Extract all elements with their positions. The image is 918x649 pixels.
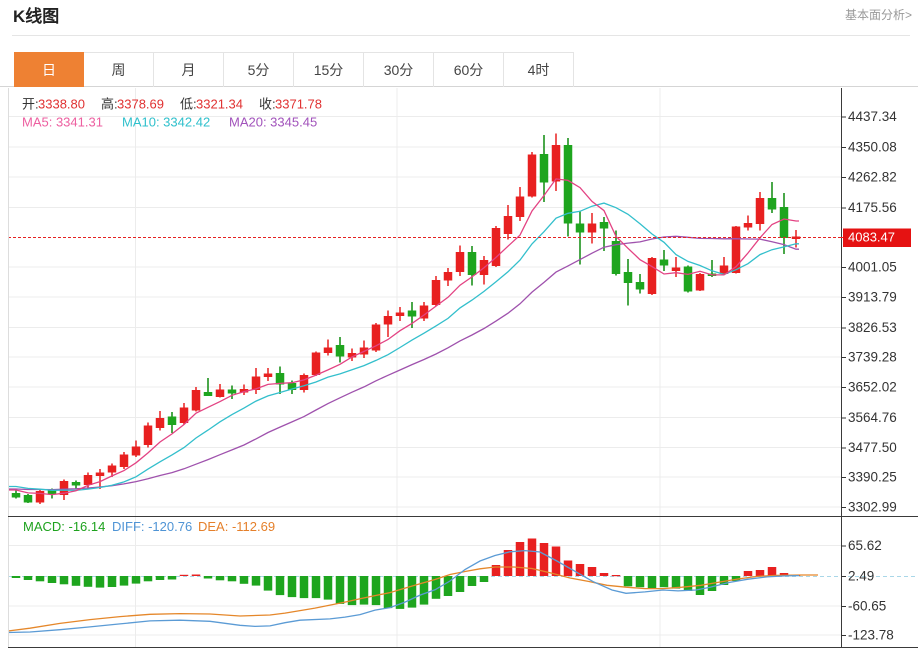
svg-text:65.62: 65.62 xyxy=(848,538,882,553)
svg-text:3652.02: 3652.02 xyxy=(848,380,897,395)
svg-text:4262.82: 4262.82 xyxy=(848,170,897,185)
svg-text:4083.47: 4083.47 xyxy=(848,230,895,245)
svg-text:开:3338.80高:3378.69低:3321.34收:3: 开:3338.80 高:3378.69 低:3321.34 收:3371.78 xyxy=(22,97,322,112)
svg-text:2.49: 2.49 xyxy=(848,569,874,584)
svg-text:3477.50: 3477.50 xyxy=(848,440,897,455)
svg-text:3390.25: 3390.25 xyxy=(848,470,897,485)
svg-text:4175.56: 4175.56 xyxy=(848,200,897,215)
svg-text:4001.05: 4001.05 xyxy=(848,260,897,275)
svg-text:3739.28: 3739.28 xyxy=(848,349,897,364)
svg-text:3913.79: 3913.79 xyxy=(848,290,897,305)
svg-text:-123.78: -123.78 xyxy=(848,628,894,643)
svg-text:3826.53: 3826.53 xyxy=(848,320,897,335)
svg-text:4437.34: 4437.34 xyxy=(848,109,897,124)
svg-text:3302.99: 3302.99 xyxy=(848,500,897,515)
svg-text:4350.08: 4350.08 xyxy=(848,139,897,154)
svg-text:3564.76: 3564.76 xyxy=(848,410,897,425)
svg-text:-60.65: -60.65 xyxy=(848,599,886,614)
